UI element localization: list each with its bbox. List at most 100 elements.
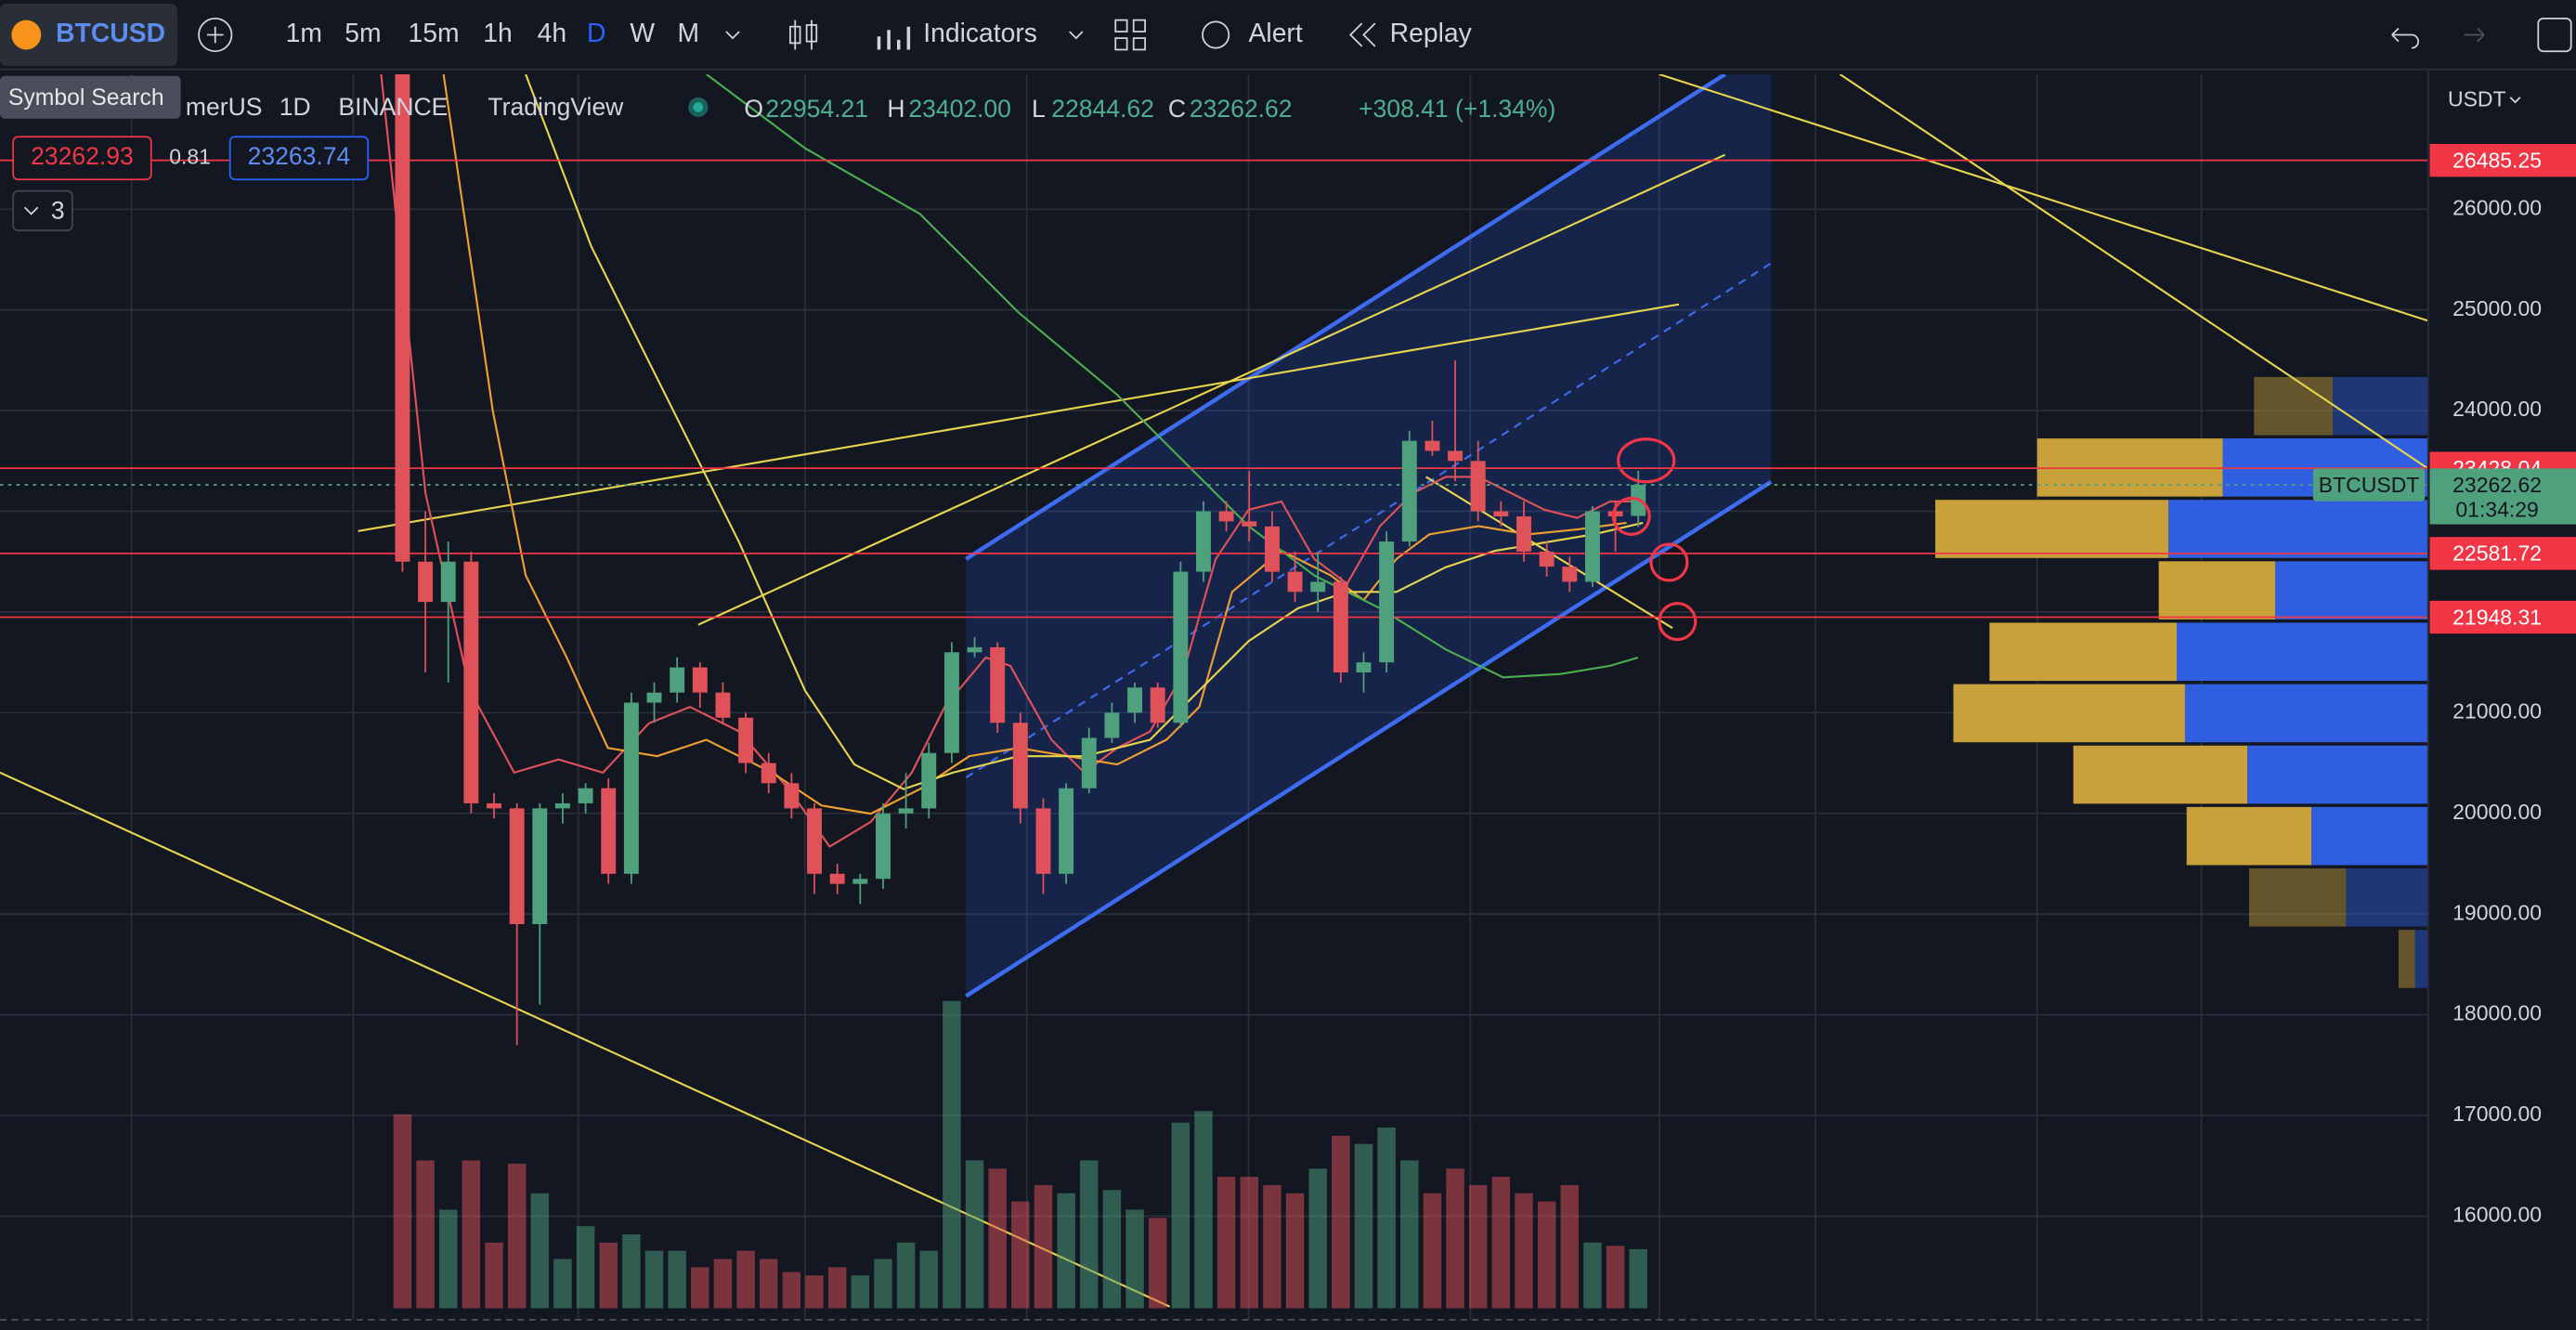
candle-body: [440, 561, 456, 603]
candle-body: [623, 702, 639, 874]
candle-body: [1562, 567, 1578, 582]
volume-bar: [1308, 1168, 1327, 1309]
profile-row: [2398, 930, 2415, 988]
volume-bar: [644, 1250, 664, 1309]
volume-bar: [530, 1193, 550, 1309]
volume-bar: [988, 1168, 1007, 1309]
fullscreen[interactable]: [2537, 17, 2572, 53]
interval[interactable]: 1m: [286, 18, 322, 47]
undo[interactable]: [2391, 27, 2419, 49]
profile-row: [2254, 376, 2334, 436]
ohlc-label: H: [887, 95, 904, 123]
volume-bar: [1080, 1160, 1099, 1309]
replay[interactable]: Replay: [1390, 18, 1473, 47]
bid[interactable]: 23262.93: [31, 142, 134, 170]
trend-line: [358, 303, 1680, 532]
candle-body: [1218, 511, 1234, 522]
volume-bar: [622, 1234, 641, 1309]
candle-body: [1493, 511, 1509, 516]
add-symbol[interactable]: [198, 17, 233, 53]
volume-bar: [1102, 1190, 1122, 1309]
candle-body: [1379, 541, 1395, 663]
chevron: [23, 206, 39, 215]
price-axis: [2427, 69, 2576, 1330]
volume-bar: [1263, 1184, 1281, 1309]
volume-bar: [1057, 1193, 1075, 1309]
candle-body: [1310, 581, 1326, 593]
candle-body: [829, 873, 845, 884]
volume-bar: [1125, 1209, 1144, 1309]
volume-bar: [485, 1242, 503, 1309]
candle-body: [1356, 662, 1372, 672]
volume-bar: [1606, 1245, 1625, 1309]
redo[interactable]: [2464, 27, 2485, 43]
ask-box[interactable]: [228, 136, 370, 181]
ask[interactable]: 23263.74: [248, 142, 351, 170]
ohlc-label: L: [1032, 95, 1046, 123]
y-tick-label: 20000.00: [2452, 800, 2542, 824]
candle-body: [876, 813, 891, 880]
profile-row-up: [2168, 500, 2428, 558]
volume-bar: [1240, 1177, 1258, 1309]
y-tick-label: 25000.00: [2452, 296, 2542, 320]
candles: [395, 73, 1646, 1046]
interval[interactable]: 5m: [345, 18, 381, 47]
volume-bar: [782, 1271, 801, 1309]
indicator-count: 3: [51, 197, 65, 225]
candle-body: [601, 788, 617, 874]
volume-bar: [896, 1242, 916, 1309]
interval[interactable]: 1h: [483, 18, 512, 47]
y-tick-label: 18000.00: [2452, 1001, 2542, 1025]
moving-average: [525, 73, 1644, 790]
legend-interval: 1D: [280, 93, 311, 121]
volume-bar: [691, 1267, 709, 1309]
volume-bar: [1583, 1242, 1602, 1309]
circle-annotation: [1617, 437, 1676, 484]
currency[interactable]: USDT: [2448, 86, 2506, 111]
volume-bar: [553, 1258, 572, 1309]
legend-symbol: merUS: [186, 93, 263, 121]
profile-row-up: [2346, 868, 2428, 927]
chevron: [2509, 97, 2521, 104]
profile-row: [1953, 684, 2185, 743]
legend-source: TradingView: [488, 93, 624, 121]
interval[interactable]: 4h: [538, 18, 566, 47]
candle-body: [990, 646, 1006, 724]
candle-body: [1470, 461, 1486, 512]
volume-bar: [462, 1160, 481, 1309]
chevron[interactable]: [725, 31, 740, 40]
interval[interactable]: W: [630, 18, 655, 47]
channel-mid: [965, 262, 1772, 779]
interval[interactable]: D: [587, 18, 605, 47]
candle-body: [1607, 511, 1623, 516]
volume-profile: [1935, 376, 2428, 988]
price-line-tag: [2429, 600, 2576, 634]
profile-row: [2248, 868, 2347, 927]
annotations: [1611, 437, 1698, 642]
indicator-toggle[interactable]: [12, 189, 73, 231]
bid-box[interactable]: [12, 136, 152, 181]
candle-body: [943, 652, 959, 753]
layout-icon[interactable]: [1114, 19, 1146, 51]
plus: [206, 26, 224, 44]
profile-row: [2073, 745, 2248, 804]
volume-bar: [1537, 1201, 1556, 1309]
alert[interactable]: Alert: [1249, 18, 1303, 47]
interval[interactable]: 15m: [409, 18, 460, 47]
symbol-button[interactable]: [0, 3, 178, 67]
candle-body: [463, 561, 479, 803]
volume-bar: [1377, 1128, 1396, 1309]
profile-row-up: [2177, 622, 2428, 682]
profile-row: [2158, 561, 2276, 619]
profile-row-up: [2414, 930, 2428, 988]
chevron[interactable]: [1069, 31, 1084, 40]
indicators[interactable]: Indicators: [923, 18, 1037, 47]
interval[interactable]: M: [677, 18, 699, 47]
ohlc-value: 23402.00: [908, 95, 1011, 123]
profile-row-up: [2333, 376, 2428, 436]
candle-body: [761, 763, 776, 784]
candle-body: [1104, 712, 1120, 738]
symbol[interactable]: BTCUSD: [56, 18, 165, 47]
y-tick-label: 21000.00: [2452, 698, 2542, 723]
